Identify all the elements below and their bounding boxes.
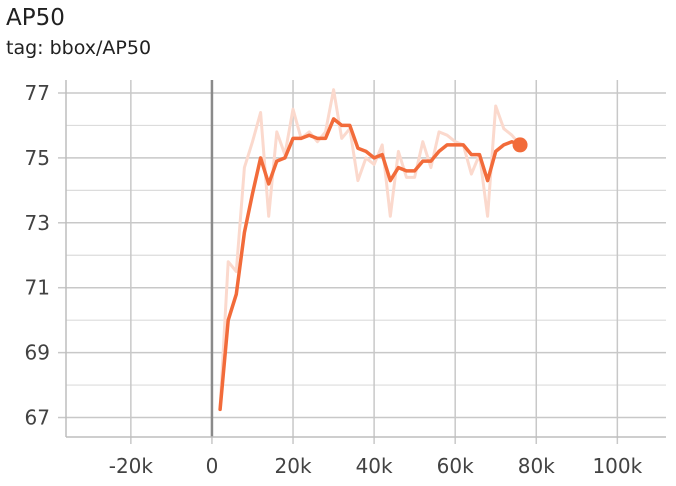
y-tick-label: 73 xyxy=(25,211,50,235)
grid xyxy=(58,80,666,444)
axes xyxy=(65,80,666,438)
y-tick-label: 71 xyxy=(25,276,50,300)
raw-series-line xyxy=(218,88,522,410)
tick-labels: 67 69 71 73 75 77 -20k 0 20k 40k 60k 80k 100k xyxy=(25,81,643,478)
y-tick-label: 75 xyxy=(25,146,50,170)
last-point-marker xyxy=(512,137,528,153)
x-tick-label: 20k xyxy=(275,454,312,478)
x-tick-label: -20k xyxy=(109,454,154,478)
smoothed-series-line xyxy=(218,117,522,412)
series xyxy=(218,88,528,412)
y-tick-label: 77 xyxy=(25,81,50,105)
x-tick-label: 100k xyxy=(592,454,642,478)
x-tick-label: 0 xyxy=(206,454,219,478)
x-tick-label: 80k xyxy=(518,454,555,478)
x-tick-label: 40k xyxy=(356,454,393,478)
chart-title: AP50 xyxy=(6,5,65,31)
chart-subtitle: tag: bbox/AP50 xyxy=(6,37,152,59)
x-tick-label: 60k xyxy=(437,454,474,478)
y-tick-label: 67 xyxy=(25,406,50,430)
y-tick-label: 69 xyxy=(25,341,50,365)
